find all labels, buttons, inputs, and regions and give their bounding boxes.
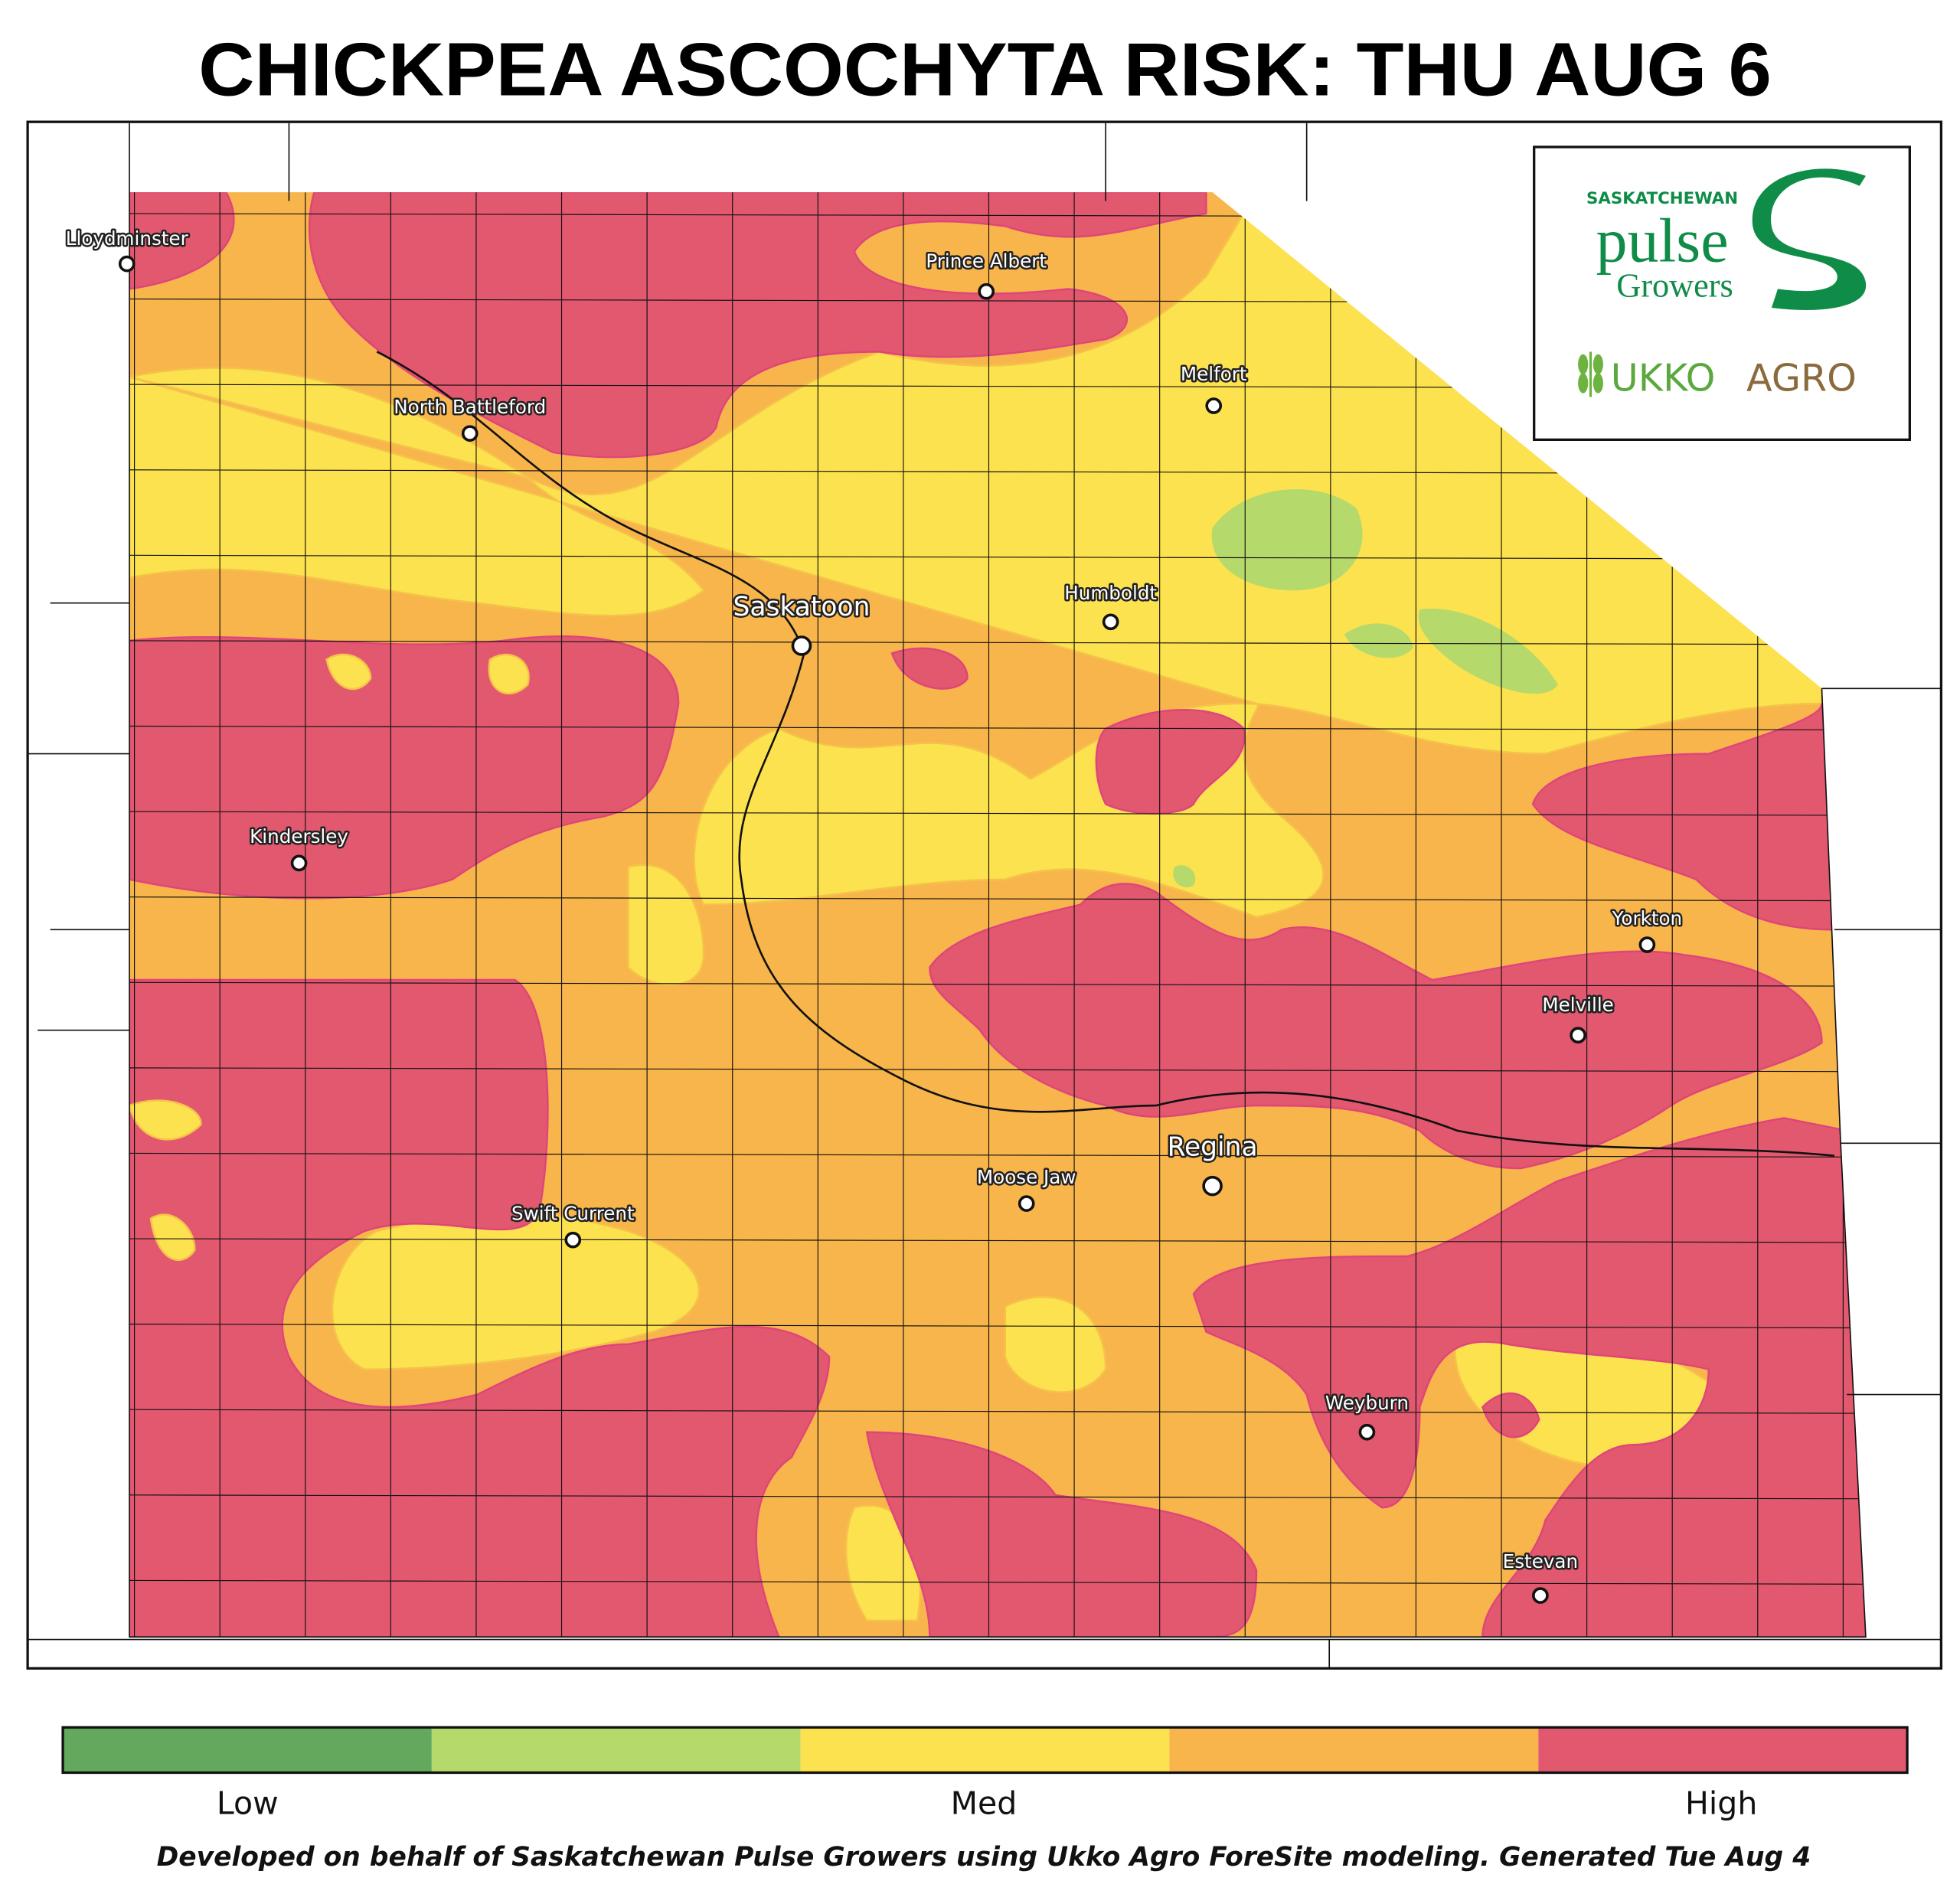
city-label: Melville <box>1542 994 1613 1016</box>
city-marker <box>1570 1027 1586 1044</box>
city-label: Lloydminster <box>66 227 189 250</box>
risk-zone <box>129 192 235 290</box>
legend-label: High <box>1685 1785 1757 1822</box>
risk-zone <box>129 653 530 1262</box>
risk-zone <box>865 1431 1258 1638</box>
city-label: Regina <box>1168 1132 1258 1163</box>
city-marker <box>1532 1587 1549 1604</box>
legend-label: Low <box>217 1785 279 1822</box>
logo-text: SASKATCHEWAN <box>1586 189 1738 208</box>
legend: Low Med High <box>61 1726 1909 1822</box>
legend-swatch <box>63 1727 432 1773</box>
legend-label: Med <box>951 1785 1018 1822</box>
city-marker <box>1202 1175 1223 1197</box>
risk-zone <box>929 883 1823 1170</box>
risk-zone <box>1004 1295 1107 1393</box>
province-border <box>28 122 1942 1669</box>
risk-zone <box>1344 608 1558 694</box>
legend-swatch <box>800 1727 1170 1773</box>
river <box>376 351 1835 1158</box>
city-label: Melfort <box>1181 363 1247 385</box>
city-marker <box>564 1231 582 1249</box>
city-marker <box>978 282 995 300</box>
city-marker <box>118 255 136 273</box>
city-label: North Battleford <box>394 396 546 418</box>
city-label: Kindersley <box>250 825 348 847</box>
city-label: Saskatoon <box>733 592 871 622</box>
logo-icon <box>1578 351 1603 397</box>
city-marker <box>461 425 479 442</box>
map: Lloydminster Prince Albert North Battlefor… <box>28 122 1942 1669</box>
logo-text: UKKO <box>1611 355 1716 400</box>
legend-swatch <box>1169 1727 1539 1773</box>
risk-zone <box>332 1211 700 1370</box>
city-label: Estevan <box>1503 1550 1578 1572</box>
legend-border <box>61 1726 1909 1775</box>
city-marker <box>1205 397 1223 414</box>
logo: SASKATCHEWAN pulse Growers UKKO AGRO <box>1533 145 1911 441</box>
city-label: Prince Albert <box>926 250 1047 273</box>
municipality-line <box>129 192 1866 1638</box>
logo-mark <box>1752 168 1867 311</box>
risk-zones <box>129 192 1866 1638</box>
city-label: Humboldt <box>1064 582 1157 604</box>
risk-zone <box>1192 1117 1866 1638</box>
risk-zone <box>890 647 969 690</box>
cities: Lloydminster Prince Albert North Battlefor… <box>64 226 1684 1604</box>
city-marker <box>1102 613 1119 631</box>
city-marker <box>290 854 308 872</box>
risk-zone <box>1211 488 1363 591</box>
logo-text: AGRO <box>1746 355 1857 400</box>
city-label: Weyburn <box>1325 1392 1409 1414</box>
city-marker <box>1018 1195 1035 1212</box>
municipality-boundaries <box>129 192 1866 1638</box>
risk-zone <box>1173 865 1196 888</box>
city-marker <box>1358 1423 1376 1441</box>
city-label: Swift Current <box>511 1202 635 1224</box>
risk-zone <box>1095 709 1246 815</box>
neighbouring-borders <box>28 122 1942 1396</box>
city-marker <box>791 635 812 656</box>
city-label: Moose Jaw <box>977 1166 1076 1188</box>
city-label: Yorkton <box>1612 907 1683 929</box>
legend-swatch <box>431 1727 801 1773</box>
logo-text: Growers <box>1616 266 1733 304</box>
risk-zone <box>1481 1392 1540 1438</box>
logo-text: pulse <box>1596 205 1728 275</box>
title: CHICKPEA ASCOCHYTA RISK: THU AUG 6 <box>198 28 1772 112</box>
footer: Developed on behalf of Saskatchewan Puls… <box>157 1842 1811 1873</box>
city-marker <box>1638 936 1656 953</box>
legend-swatch <box>1538 1727 1908 1773</box>
